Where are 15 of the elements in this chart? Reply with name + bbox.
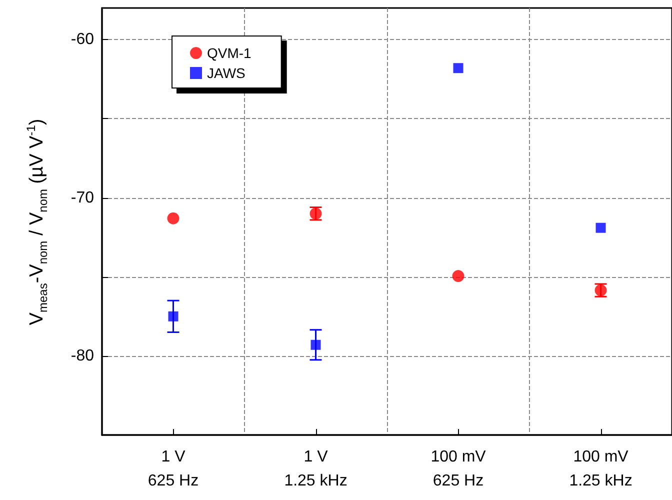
point (453, 63, 464, 74)
x-tick-label: 1 V 1.25 kHz (284, 448, 348, 490)
point (310, 340, 321, 350)
y-tick-label: -80 (70, 347, 94, 364)
legend-label: JAWS (207, 65, 246, 81)
point (167, 212, 180, 224)
x-tick-label: 100 mV 625 Hz (430, 448, 486, 490)
x-tick-label: 1 V 625 Hz (148, 448, 199, 490)
point (168, 311, 178, 322)
y-tick-label: -70 (70, 189, 94, 206)
point (596, 222, 606, 233)
x-tick-label: 100 mV 1.25 kHz (569, 448, 632, 490)
y-tick-label: -60 (70, 31, 94, 48)
legend-label: QVM-1 (207, 45, 252, 61)
point (452, 270, 464, 282)
